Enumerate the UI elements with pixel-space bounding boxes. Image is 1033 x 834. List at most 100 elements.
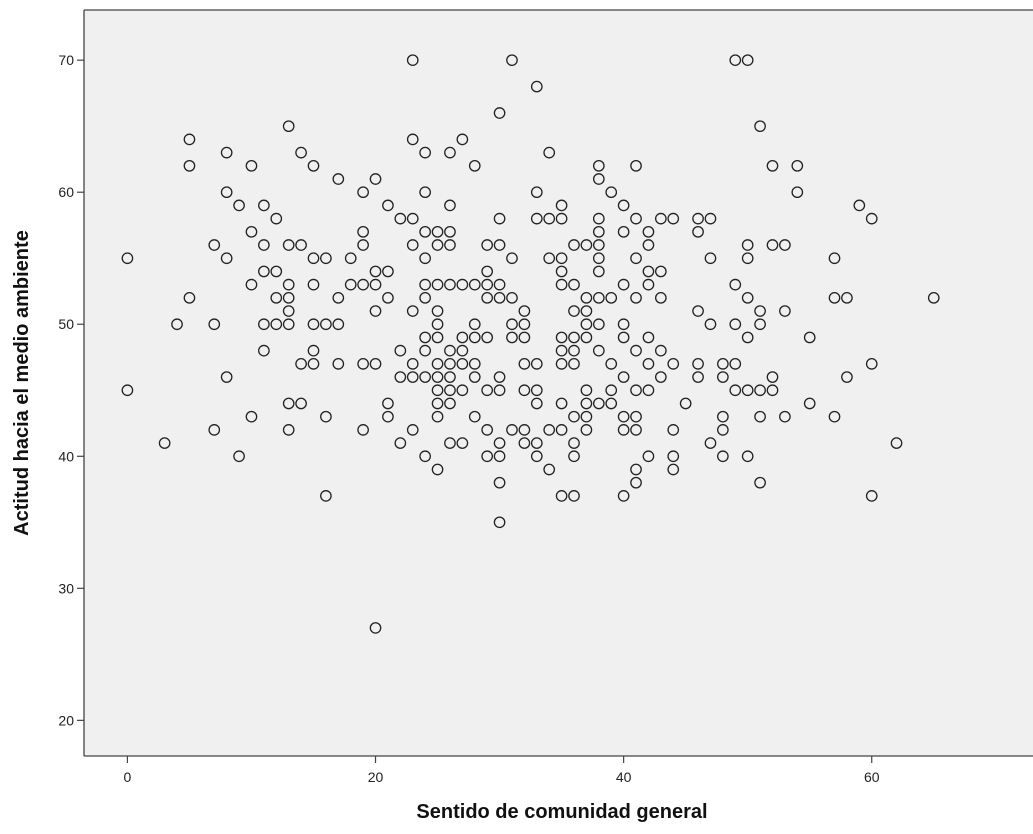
data-point	[493, 291, 506, 304]
data-point	[493, 384, 506, 397]
data-point	[580, 239, 593, 251]
data-point	[431, 225, 444, 238]
data-point	[828, 291, 841, 304]
data-point	[419, 344, 431, 357]
data-point	[568, 239, 580, 251]
data-point	[704, 318, 717, 331]
data-point	[431, 397, 444, 410]
data-point	[592, 225, 605, 238]
data-point	[295, 239, 307, 251]
data-point	[543, 212, 556, 225]
data-point	[828, 410, 841, 423]
data-point	[506, 318, 518, 331]
data-point	[282, 291, 295, 304]
data-point	[394, 437, 407, 449]
data-point	[518, 437, 531, 449]
data-point	[419, 450, 431, 463]
data-point	[394, 212, 407, 225]
data-point	[208, 424, 221, 436]
data-point	[555, 344, 568, 357]
data-point	[518, 384, 531, 397]
data-point	[580, 424, 593, 436]
data-point	[617, 410, 630, 423]
data-point	[617, 424, 630, 436]
data-point	[369, 278, 382, 291]
data-point	[568, 344, 580, 357]
data-point	[630, 291, 642, 304]
data-point	[220, 252, 233, 265]
data-point	[320, 490, 332, 502]
data-point	[468, 410, 481, 423]
data-point	[307, 318, 320, 331]
data-point	[605, 291, 618, 304]
data-point	[270, 265, 283, 278]
data-point	[320, 252, 332, 265]
data-point	[518, 331, 531, 344]
data-point	[630, 252, 642, 265]
data-point	[592, 291, 605, 304]
data-point	[555, 397, 568, 410]
data-point	[530, 450, 543, 463]
data-point	[580, 410, 593, 423]
data-point	[282, 318, 295, 331]
data-point	[183, 133, 196, 146]
data-point	[729, 278, 742, 291]
data-point	[444, 397, 456, 410]
data-point	[642, 331, 655, 344]
data-point	[642, 384, 655, 397]
data-point	[456, 384, 469, 397]
data-point	[704, 437, 717, 449]
x-tick-label: 20	[368, 769, 384, 785]
y-tick-label: 60	[58, 184, 74, 200]
data-point	[654, 212, 667, 225]
data-point	[444, 384, 456, 397]
data-point	[468, 159, 481, 172]
data-point	[493, 239, 506, 251]
data-point	[493, 212, 506, 225]
data-point	[704, 252, 717, 265]
data-point	[692, 371, 704, 383]
data-point	[468, 278, 481, 291]
data-point	[245, 278, 258, 291]
data-point	[654, 265, 667, 278]
data-point	[741, 252, 754, 265]
data-point	[568, 410, 580, 423]
data-point	[630, 463, 642, 476]
data-point	[282, 278, 295, 291]
data-point	[481, 424, 494, 436]
data-point	[580, 291, 593, 304]
data-point	[729, 384, 742, 397]
data-point	[481, 450, 494, 463]
data-point	[568, 490, 580, 502]
data-point	[654, 371, 667, 383]
data-point	[481, 331, 494, 344]
data-point	[543, 252, 556, 265]
data-point	[419, 252, 431, 265]
data-point	[382, 265, 394, 278]
data-point	[456, 437, 469, 449]
data-point	[493, 278, 506, 291]
data-point	[704, 212, 717, 225]
data-point	[592, 318, 605, 331]
data-point	[580, 305, 593, 317]
data-point	[282, 239, 295, 251]
data-point	[344, 252, 357, 265]
data-point	[282, 424, 295, 436]
data-point	[717, 450, 729, 463]
data-point	[592, 239, 605, 251]
data-point	[431, 278, 444, 291]
data-point	[766, 371, 779, 383]
data-point	[431, 358, 444, 370]
data-point	[282, 397, 295, 410]
data-point	[555, 490, 568, 502]
data-point	[592, 173, 605, 185]
data-point	[605, 397, 618, 410]
data-point	[406, 305, 419, 317]
data-point	[642, 278, 655, 291]
data-point	[493, 107, 506, 119]
x-tick-label: 0	[124, 769, 132, 785]
data-point	[419, 146, 431, 159]
data-point	[617, 490, 630, 502]
data-point	[865, 490, 878, 502]
data-point	[332, 291, 345, 304]
